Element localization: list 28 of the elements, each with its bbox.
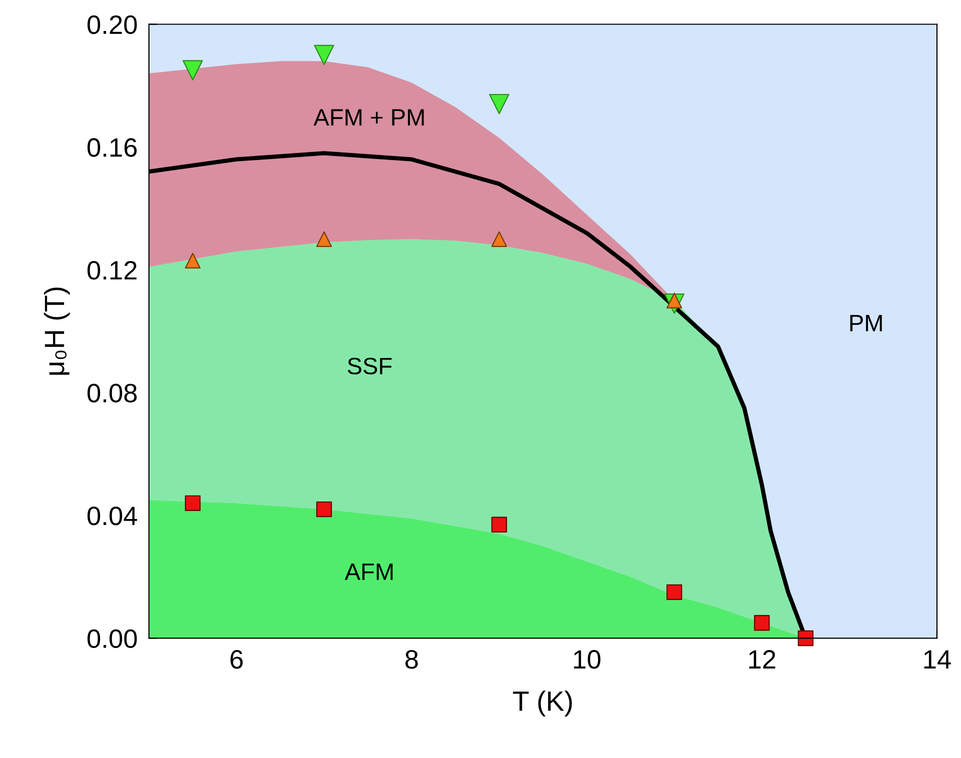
x-tick-label: 10 — [574, 650, 600, 669]
y-axis-title: μ₀H (T) — [44, 288, 70, 375]
point — [314, 44, 334, 66]
point — [666, 584, 682, 600]
annotation: AFM + PM — [314, 109, 424, 126]
point — [316, 231, 332, 247]
point — [491, 231, 508, 247]
point — [184, 252, 201, 268]
annotation: AFM — [344, 564, 393, 580]
y-tick-label: 0.00 — [88, 629, 137, 648]
y-tick-label: 0.08 — [88, 384, 137, 402]
point — [316, 501, 332, 518]
x-tick-label: 14 — [924, 650, 951, 668]
y-tick-label: 0.20 — [88, 15, 137, 34]
annotation: PM — [850, 314, 882, 332]
point — [754, 615, 770, 631]
point — [182, 60, 203, 80]
annotation: SSF — [348, 358, 392, 374]
point — [489, 94, 510, 114]
x-tick-label: 6 — [230, 650, 243, 669]
x-tick-label: 12 — [749, 650, 776, 668]
y-tick-label: 0.16 — [88, 138, 137, 157]
point — [491, 516, 508, 532]
y-tick-label: 0.04 — [88, 506, 138, 526]
y-tick-label: 0.12 — [88, 260, 137, 280]
x-tick-label: 8 — [405, 650, 418, 669]
point — [184, 495, 201, 511]
x-axis-title: T (K) — [512, 690, 572, 716]
